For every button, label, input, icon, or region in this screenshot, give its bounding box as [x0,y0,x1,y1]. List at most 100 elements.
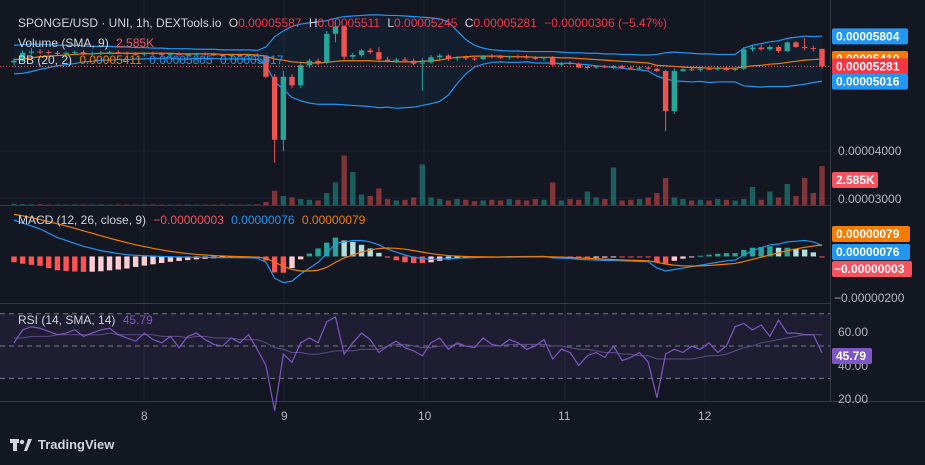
candle-body [810,48,817,50]
candle [211,52,217,57]
volume-bar [706,200,712,205]
low-label: L [387,16,395,30]
macd-histogram-bar [619,256,625,258]
price-badge-bg [832,28,908,45]
macd-histogram-bar [610,256,617,258]
candle [280,71,287,152]
candle [515,54,521,59]
macd-histogram-bar [463,256,469,258]
volume-bar [324,193,330,205]
candle [671,68,677,115]
volume-bar [306,199,313,205]
volume-bar [454,199,460,205]
volume-bar [341,155,347,205]
candle-body [228,54,234,56]
macd-histogram-bar [810,252,817,257]
volume-bar [254,204,260,205]
low-value: 0.00005245 [394,16,458,30]
candle-body [584,67,591,69]
candle [723,66,730,71]
macd-histogram-bar [185,256,191,261]
rsi-axis[interactable]: 60.00 40.00 20.00 45.79 [832,325,872,406]
candle [19,50,26,62]
candle-body [480,56,486,60]
macd-histogram-bar [28,256,35,265]
header-legend[interactable]: SPONGE/USD · UNI, 1h, DEXTools.io O0.000… [18,16,671,30]
volume-legend[interactable]: Volume (SMA, 9) 2.585K [18,36,158,50]
high-value: 0.00005511 [317,16,381,30]
macd-histogram-bar [671,256,677,261]
macd-histogram-bar [54,256,61,271]
volume-bar [185,204,191,205]
bb-legend[interactable]: BB (20, 2) 0.00005411 0.00005805 0.00005… [18,53,287,67]
bb-legend-label: BB (20, 2) [18,53,73,67]
rsi-legend-value: 45.79 [122,313,153,327]
candle-body [454,57,460,59]
volume-bar [723,199,730,205]
candle [46,50,52,55]
price-badge-text: 0.00005804 [836,29,900,43]
candle-body [237,54,243,56]
candle-body [28,51,35,53]
volume-bar [541,199,547,205]
price-axis[interactable]: 0.00004000 0.00003000 0.000058040.000054… [832,28,908,206]
candle [541,56,547,61]
candle [784,41,790,53]
rsi-legend[interactable]: RSI (14, SMA, 14) 45.79 [18,313,157,327]
candle [11,58,17,66]
candle-body [576,63,582,68]
candle-body [523,56,530,58]
macd-line-value: 0.00000076 [231,213,295,227]
bollinger-band-lines [13,14,823,109]
volume-legend-label: Volume (SMA, 9) [18,36,109,50]
volume-bar [271,190,278,205]
candle [28,48,35,55]
candle-body [775,46,782,51]
candle-body [80,52,87,54]
volume-bar [662,178,669,205]
candle-body [567,63,573,65]
close-value: 0.00005281 [473,16,537,30]
candle-body [106,52,113,54]
bb-basis-value: 0.00005411 [79,53,142,67]
volume-bar [593,197,599,205]
tradingview-brand: TradingView [38,437,115,452]
candle [584,65,591,70]
candle [602,64,608,69]
macd-histogram-bar [688,256,695,258]
macd-legend[interactable]: MACD (12, 26, close, 9) −0.00000003 0.00… [18,213,369,227]
volume-bar [219,204,226,205]
macd-hist-badge: −0.00000003 [834,262,905,276]
volume-bar [628,199,634,205]
bb-lower-line [13,57,823,109]
candle [159,52,165,56]
candle-body [98,52,104,54]
price-badge-bg [832,58,908,75]
candle-body [645,67,651,69]
macd-hist-value: −0.00000003 [153,213,224,227]
candle [358,49,365,57]
candle [758,44,764,51]
tradingview-footer[interactable]: TradingView [10,437,114,452]
macd-histogram-bar [350,241,356,257]
rsi-ma-line [14,332,822,360]
candle [332,22,339,43]
volume-bar [19,204,26,205]
candle-body [819,48,825,67]
candle [245,53,252,58]
candle [697,67,704,72]
candle [167,52,174,57]
candle [98,50,104,55]
candle [393,57,399,64]
volume-bar [115,204,121,205]
candle-body [63,52,69,54]
macd-axis[interactable]: 0.00000079 0.00000076 −0.00000003 −0.000… [832,226,912,305]
candle-body [784,42,790,51]
volume-bar [610,167,617,205]
rsi-tick-60: 60.00 [838,325,868,339]
candle-body [437,55,443,58]
time-axis[interactable]: 8 9 10 11 12 [141,409,712,423]
rsi-pane [0,313,830,411]
